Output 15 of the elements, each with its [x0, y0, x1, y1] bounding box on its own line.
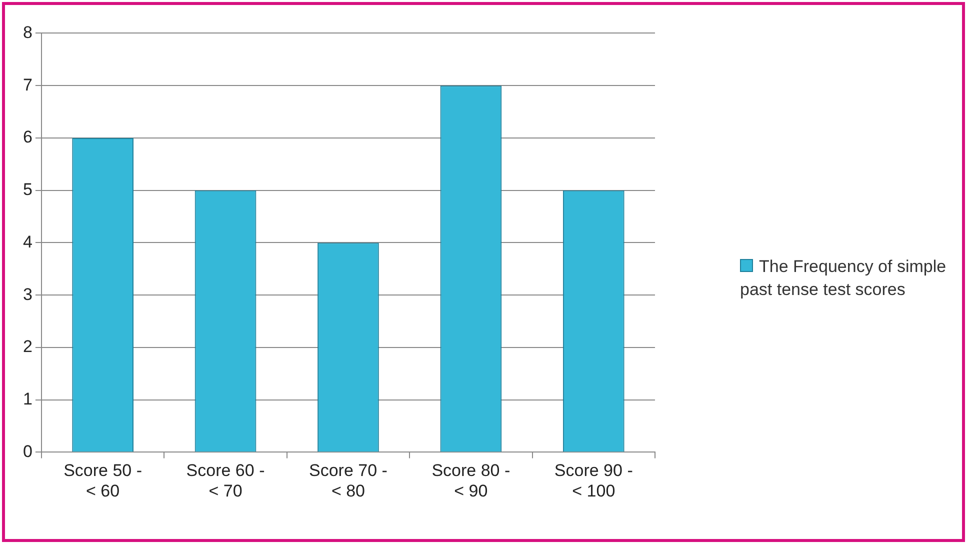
x-tick-label: Score 90 - < 100	[554, 461, 633, 500]
y-tick-label: 6	[22, 128, 32, 147]
legend-label: The Frequency of simple past tense test scores	[740, 256, 948, 301]
x-tick-label: Score 70 - < 80	[309, 461, 388, 500]
y-tick-label: 0	[22, 442, 32, 461]
x-tick-label: Score 60 - < 70	[186, 461, 265, 500]
y-tick-label: 1	[22, 390, 32, 409]
x-tick-label: Score 50 - < 60	[64, 461, 142, 500]
y-tick-label: 7	[22, 75, 32, 94]
y-tick-label: 8	[22, 22, 32, 42]
y-tick-label: 5	[22, 180, 32, 200]
y-tick-label: 4	[22, 232, 32, 252]
y-tick-label: 3	[22, 284, 32, 304]
y-tick-label: 2	[22, 337, 32, 356]
x-tick-label: Score 80 - < 90	[432, 461, 510, 500]
